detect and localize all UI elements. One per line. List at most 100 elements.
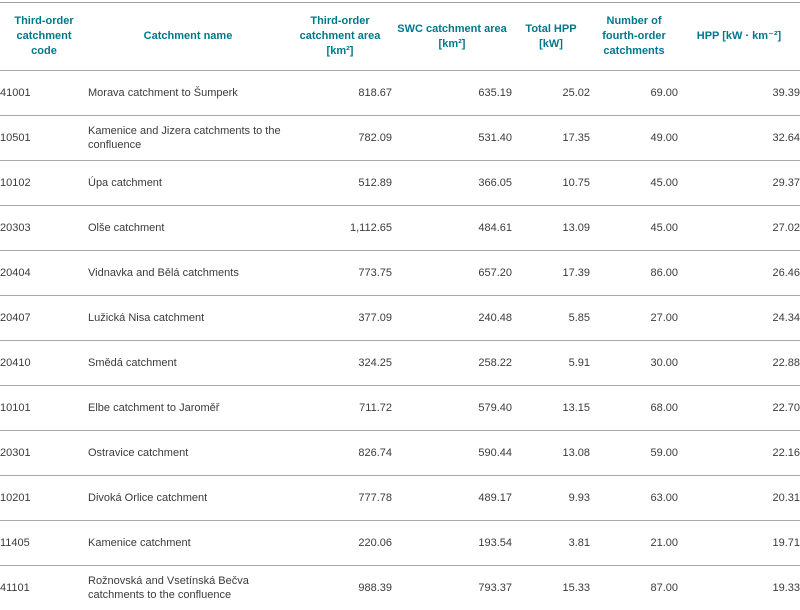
cell-code: 10101 [0, 402, 31, 414]
cell-hpp_density: 26.46 [772, 267, 800, 279]
cell-name: Olše catchment [88, 222, 165, 234]
cell-total_hpp: 17.39 [562, 267, 590, 279]
cell-hpp_density: 29.37 [772, 177, 800, 189]
cell-total_hpp: 9.93 [568, 492, 590, 504]
table-row: 20410 Smědá catchment 324.25 258.22 5.91 30.0… [0, 341, 800, 386]
column-header-third-order-area: Third-order catchment area [km²] [299, 15, 381, 57]
cell-name: Úpa catchment [88, 177, 162, 189]
cell-third_order_area: 1,112.65 [349, 222, 392, 234]
cell-third_order_area: 826.74 [358, 447, 392, 459]
cell-hpp_density: 22.16 [772, 447, 800, 459]
cell-code: 20303 [0, 222, 31, 234]
cell-total_hpp: 10.75 [562, 177, 590, 189]
cell-total_hpp: 13.15 [562, 402, 590, 414]
cell-fourth_order_count: 21.00 [650, 537, 678, 549]
cell-fourth_order_count: 68.00 [650, 402, 678, 414]
cell-swc_area: 484.61 [478, 222, 512, 234]
cell-swc_area: 489.17 [478, 492, 512, 504]
cell-code: 11405 [0, 537, 30, 549]
cell-third_order_area: 324.25 [358, 357, 392, 369]
cell-fourth_order_count: 69.00 [650, 87, 678, 99]
table-body: 41001 Morava catchment to Šumperk 818.67 63… [0, 71, 800, 610]
cell-third_order_area: 777.78 [358, 492, 392, 504]
cell-fourth_order_count: 49.00 [650, 132, 678, 144]
cell-fourth_order_count: 86.00 [650, 267, 678, 279]
cell-fourth_order_count: 87.00 [650, 582, 678, 594]
cell-code: 10201 [0, 492, 31, 504]
cell-code: 20407 [0, 312, 31, 324]
cell-name: Morava catchment to Šumperk [88, 87, 238, 99]
cell-swc_area: 531.40 [478, 132, 512, 144]
cell-swc_area: 793.37 [478, 582, 512, 594]
cell-hpp_density: 24.34 [772, 312, 800, 324]
cell-code: 20404 [0, 267, 31, 279]
cell-third_order_area: 782.09 [358, 132, 392, 144]
column-header-name: Catchment name [143, 30, 233, 42]
cell-name: Divoká Orlice catchment [88, 492, 208, 504]
cell-swc_area: 579.40 [478, 402, 512, 414]
cell-fourth_order_count: 27.00 [650, 312, 678, 324]
cell-code: 41101 [0, 582, 30, 594]
cell-fourth_order_count: 45.00 [650, 177, 678, 189]
column-header-total-hpp: Total HPP [kW] [525, 22, 577, 50]
table-row: 41101 Rožnovská and Vsetínská Bečva catch… [0, 566, 800, 610]
column-header-hpp-density: HPP [kW · km⁻²] [696, 30, 782, 42]
table-row: 20301 Ostravice catchment 826.74 590.44 13.0… [0, 431, 800, 476]
cell-hpp_density: 20.31 [772, 492, 800, 504]
cell-fourth_order_count: 59.00 [650, 447, 678, 459]
table-row: 11405 Kamenice catchment 220.06 193.54 3.81 2… [0, 521, 800, 566]
cell-hpp_density: 27.02 [772, 222, 800, 234]
cell-swc_area: 366.05 [478, 177, 512, 189]
cell-total_hpp: 25.02 [562, 87, 590, 99]
cell-hpp_density: 39.39 [772, 87, 800, 99]
table-row: 10201 Divoká Orlice catchment 777.78 489.17… [0, 476, 800, 521]
cell-name: Vidnavka and Bělá catchments [88, 267, 239, 279]
cell-name: Lužická Nisa catchment [88, 312, 205, 324]
cell-code: 41001 [0, 87, 31, 99]
cell-third_order_area: 377.09 [358, 312, 392, 324]
cell-total_hpp: 15.33 [562, 582, 590, 594]
cell-swc_area: 657.20 [478, 267, 512, 279]
column-header-fourth-order-count: Number of fourth-order catchments [602, 15, 666, 57]
table-row: 41001 Morava catchment to Šumperk 818.67 63… [0, 71, 800, 116]
cell-fourth_order_count: 45.00 [650, 222, 678, 234]
cell-hpp_density: 22.88 [772, 357, 800, 369]
cell-total_hpp: 5.85 [568, 312, 590, 324]
cell-swc_area: 258.22 [478, 357, 512, 369]
cell-name: Kamenice and Jizera catchments to the co… [88, 125, 281, 151]
cell-total_hpp: 5.91 [568, 357, 590, 369]
table-row: 10101 Elbe catchment to Jaroměř 711.72 579.… [0, 386, 800, 431]
cell-hpp_density: 19.33 [772, 582, 800, 594]
cell-name: Elbe catchment to Jaroměř [88, 402, 220, 414]
cell-hpp_density: 19.71 [772, 537, 800, 549]
cell-code: 10102 [0, 177, 31, 189]
cell-total_hpp: 3.81 [568, 537, 590, 549]
cell-swc_area: 635.19 [478, 87, 512, 99]
cell-fourth_order_count: 63.00 [650, 492, 678, 504]
table-row: 10102 Úpa catchment 512.89 366.05 10.75 45.00… [0, 161, 800, 206]
cell-hpp_density: 32.64 [772, 132, 800, 144]
cell-total_hpp: 13.08 [562, 447, 590, 459]
cell-third_order_area: 512.89 [358, 177, 392, 189]
cell-hpp_density: 22.70 [772, 402, 800, 414]
cell-total_hpp: 13.09 [562, 222, 590, 234]
column-header-swc-area: SWC catchment area [km²] [397, 22, 507, 50]
cell-code: 20301 [0, 447, 31, 459]
table-row: 10501 Kamenice and Jizera catchments to t… [0, 116, 800, 161]
cell-name: Ostravice catchment [88, 447, 189, 459]
table-row: 20407 Lužická Nisa catchment 377.09 240.48 5… [0, 296, 800, 341]
cell-third_order_area: 711.72 [359, 402, 392, 414]
cell-swc_area: 193.54 [478, 537, 512, 549]
cell-total_hpp: 17.35 [562, 132, 590, 144]
table-row: 20303 Olše catchment 1,112.65 484.61 13.09 45… [0, 206, 800, 251]
table-header: Third-order catchment code Catchment nam… [0, 3, 800, 71]
cell-fourth_order_count: 30.00 [650, 357, 678, 369]
cell-third_order_area: 220.06 [358, 537, 392, 549]
cell-name: Smědá catchment [88, 357, 177, 369]
cell-swc_area: 590.44 [478, 447, 512, 459]
cell-name: Kamenice catchment [88, 537, 191, 549]
cell-swc_area: 240.48 [478, 312, 512, 324]
table-row: 20404 Vidnavka and Bělá catchments 773.75 6… [0, 251, 800, 296]
